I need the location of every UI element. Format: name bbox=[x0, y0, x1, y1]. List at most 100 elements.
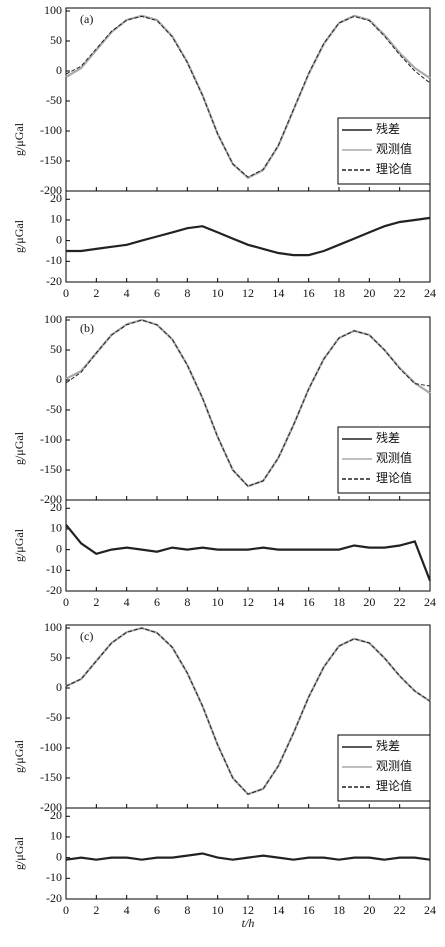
x-tick-label: 16 bbox=[303, 286, 315, 300]
legend-label: 残差 bbox=[376, 431, 400, 445]
x-tick-label: 20 bbox=[363, 286, 375, 300]
y-tick-label: 100 bbox=[44, 312, 62, 326]
y2-axis-label: g/μGal bbox=[12, 219, 26, 253]
y2-tick-label: 10 bbox=[50, 521, 62, 535]
x-tick-label: 4 bbox=[124, 595, 130, 609]
x-tick-label: 2 bbox=[93, 595, 99, 609]
legend-box bbox=[337, 117, 431, 185]
y-tick-label: 100 bbox=[44, 620, 62, 634]
y-tick-label: -50 bbox=[46, 402, 62, 416]
y-axis-label: g/μGal bbox=[12, 122, 26, 156]
x-tick-label: 14 bbox=[272, 903, 284, 917]
y2-tick-label: 0 bbox=[56, 232, 62, 246]
x-tick-label: 10 bbox=[212, 286, 224, 300]
tide-line bbox=[65, 318, 431, 488]
x-tick-label: 12 bbox=[242, 595, 254, 609]
legend-label: 残差 bbox=[376, 122, 400, 136]
y2-tick-label: 10 bbox=[50, 829, 62, 843]
y2-tick-label: 10 bbox=[50, 212, 62, 226]
x-tick-label: 6 bbox=[154, 595, 160, 609]
x-tick-label: 8 bbox=[184, 595, 190, 609]
y-tick-label: 0 bbox=[56, 63, 62, 77]
y-tick-label: 50 bbox=[50, 33, 62, 47]
y-tick-label: -150 bbox=[40, 153, 62, 167]
y2-tick-label: -10 bbox=[46, 562, 62, 576]
x-tick-label: 20 bbox=[363, 903, 375, 917]
y-tick-label: -150 bbox=[40, 462, 62, 476]
x-tick-label: 18 bbox=[333, 903, 345, 917]
legend-label: 理论值 bbox=[376, 161, 412, 176]
y-tick-label: -200 bbox=[40, 183, 62, 197]
panel-label: (c) bbox=[80, 629, 93, 643]
y-axis-label: g/μGal bbox=[12, 431, 26, 465]
y2-tick-label: -10 bbox=[46, 253, 62, 267]
x-tick-label: 12 bbox=[242, 903, 254, 917]
y2-tick-label: 20 bbox=[50, 191, 62, 205]
legend-label: 观测值 bbox=[376, 450, 412, 465]
y2-tick-label: 20 bbox=[50, 500, 62, 514]
x-tick-label: 24 bbox=[424, 903, 436, 917]
y-tick-label: -200 bbox=[40, 800, 62, 814]
y2-tick-label: -20 bbox=[46, 274, 62, 288]
x-tick-label: 12 bbox=[242, 286, 254, 300]
x-tick-label: 10 bbox=[212, 595, 224, 609]
legend-label: 理论值 bbox=[376, 470, 412, 485]
tide-line bbox=[65, 14, 431, 180]
x-tick-label: 18 bbox=[333, 595, 345, 609]
y2-tick-label: -20 bbox=[46, 891, 62, 905]
x-tick-label: 0 bbox=[63, 903, 69, 917]
residual-line bbox=[66, 216, 431, 257]
y-tick-label: -200 bbox=[40, 492, 62, 506]
residual-line bbox=[65, 524, 432, 582]
y-tick-label: -50 bbox=[46, 710, 62, 724]
y-tick-label: -100 bbox=[40, 432, 62, 446]
residual-line bbox=[65, 852, 431, 861]
x-tick-label: 0 bbox=[63, 595, 69, 609]
legend-label: 理论值 bbox=[376, 778, 412, 793]
tide-line bbox=[65, 319, 431, 487]
y-tick-label: 0 bbox=[56, 680, 62, 694]
y-tick-label: -100 bbox=[40, 740, 62, 754]
y2-axis-label: g/μGal bbox=[12, 836, 26, 870]
x-tick-label: 2 bbox=[93, 903, 99, 917]
x-tick-label: 22 bbox=[394, 903, 406, 917]
x-tick-label: 16 bbox=[303, 595, 315, 609]
lower-frame bbox=[65, 807, 431, 900]
tide-line bbox=[65, 627, 431, 795]
x-tick-label: 8 bbox=[184, 286, 190, 300]
y2-tick-label: 20 bbox=[50, 808, 62, 822]
x-tick-label: 20 bbox=[363, 595, 375, 609]
lower-frame bbox=[65, 190, 431, 283]
x-tick-label: 14 bbox=[272, 595, 284, 609]
x-tick-label: 10 bbox=[212, 903, 224, 917]
lower-frame bbox=[65, 499, 431, 592]
x-tick-label: 24 bbox=[424, 286, 436, 300]
tide-line bbox=[65, 15, 431, 178]
legend-label: 观测值 bbox=[376, 758, 412, 773]
y-tick-label: 50 bbox=[50, 342, 62, 356]
x-tick-label: 14 bbox=[272, 286, 284, 300]
legend-label: 观测值 bbox=[376, 141, 412, 156]
x-tick-label: 8 bbox=[184, 903, 190, 917]
y-tick-label: -100 bbox=[40, 123, 62, 137]
y2-tick-label: -20 bbox=[46, 583, 62, 597]
x-tick-label: 24 bbox=[424, 595, 436, 609]
y2-tick-label: -10 bbox=[46, 870, 62, 884]
y2-tick-label: 0 bbox=[56, 541, 62, 555]
y-tick-label: -150 bbox=[40, 770, 62, 784]
legend-label: 残差 bbox=[376, 739, 400, 753]
y-axis-label: g/μGal bbox=[12, 739, 26, 773]
panel-label: (a) bbox=[80, 12, 93, 26]
x-tick-label: 0 bbox=[63, 286, 69, 300]
x-tick-label: 18 bbox=[333, 286, 345, 300]
x-tick-label: 4 bbox=[124, 286, 130, 300]
y-tick-label: 100 bbox=[44, 3, 62, 17]
x-tick-label: 6 bbox=[154, 903, 160, 917]
legend-box bbox=[337, 734, 431, 802]
x-tick-label: 6 bbox=[154, 286, 160, 300]
legend-box bbox=[337, 426, 431, 494]
x-axis-label: t/h bbox=[242, 916, 255, 930]
x-tick-label: 2 bbox=[93, 286, 99, 300]
y-tick-label: 50 bbox=[50, 650, 62, 664]
